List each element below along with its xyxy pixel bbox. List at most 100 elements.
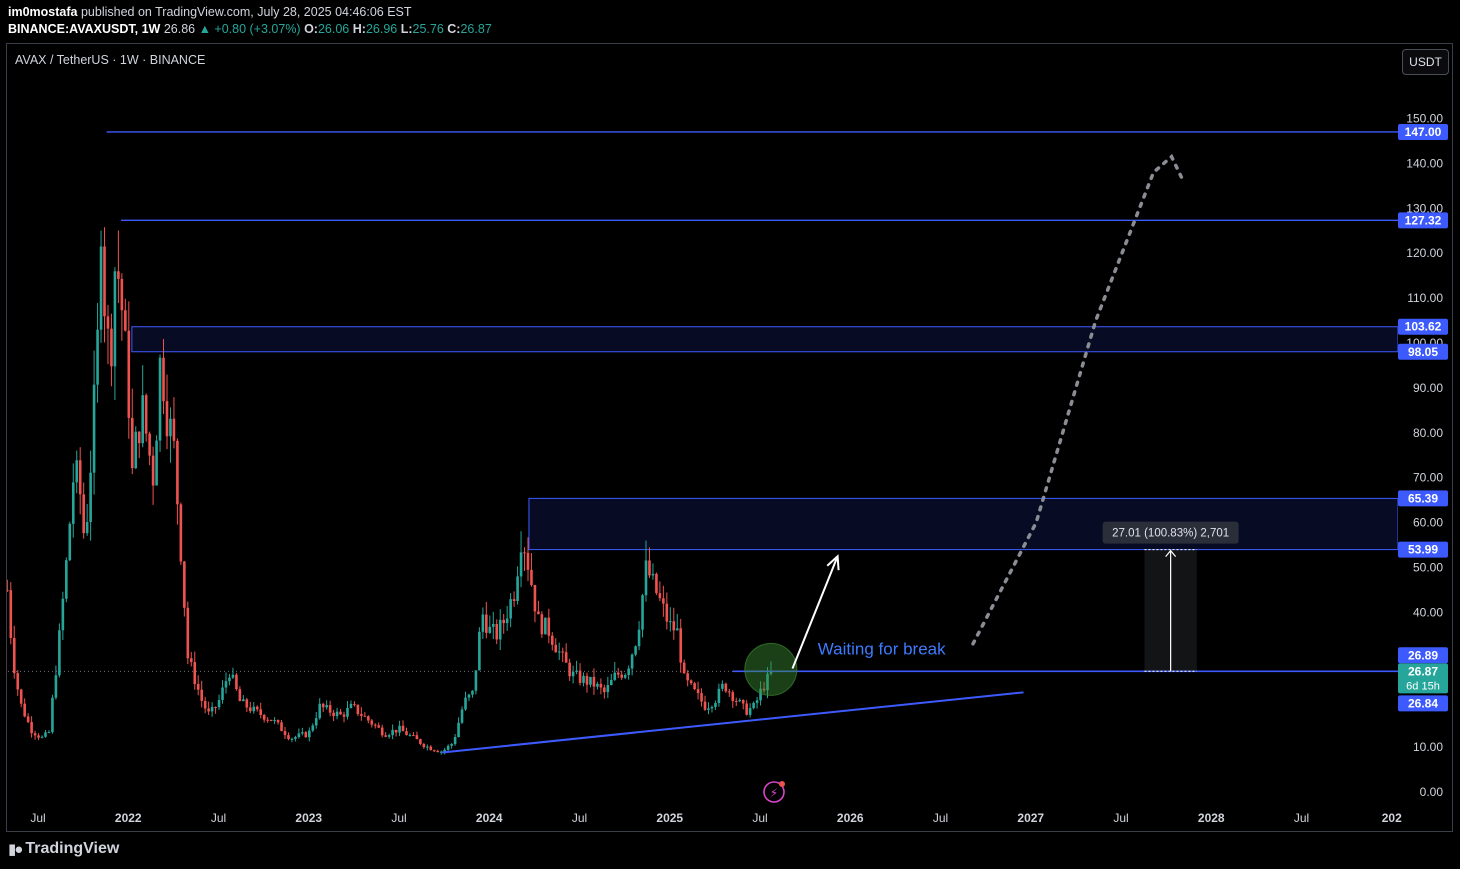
y-tick-label: 50.00 bbox=[1413, 561, 1443, 575]
candle-body bbox=[262, 714, 266, 720]
candle-body bbox=[530, 569, 533, 586]
candle-body bbox=[505, 618, 509, 624]
candle-body bbox=[606, 685, 610, 693]
candle-body bbox=[328, 705, 332, 713]
candle-body bbox=[325, 705, 328, 708]
candle-body bbox=[721, 683, 724, 689]
published-text: published on TradingView.com, July 28, 2… bbox=[80, 5, 412, 19]
candle-body bbox=[314, 718, 318, 726]
candle-body bbox=[120, 278, 124, 311]
candle-body bbox=[99, 246, 103, 330]
y-tick-label: 140.00 bbox=[1406, 156, 1443, 170]
candle-body bbox=[672, 621, 676, 631]
candle-body bbox=[294, 736, 297, 739]
candle-body bbox=[419, 739, 422, 744]
candle-body bbox=[429, 746, 433, 751]
candle-body bbox=[363, 715, 367, 717]
alert-icon-ring bbox=[763, 781, 785, 803]
candle-body bbox=[12, 638, 16, 674]
candle-body bbox=[689, 680, 693, 684]
candle-body bbox=[16, 673, 20, 690]
candle-body bbox=[766, 673, 769, 691]
candle-body bbox=[235, 674, 238, 690]
candles bbox=[7, 227, 773, 755]
candle-body bbox=[658, 593, 662, 599]
candle-body bbox=[752, 702, 755, 709]
candle-body bbox=[616, 672, 620, 675]
currency-button[interactable]: USDT bbox=[1402, 49, 1449, 75]
candle-body bbox=[627, 668, 630, 676]
y-tick-label: 70.00 bbox=[1413, 471, 1443, 485]
candle-body bbox=[516, 576, 519, 602]
alert-icon: ⚡ bbox=[763, 781, 785, 803]
x-tick-label: Jul bbox=[1113, 811, 1128, 825]
price-label-zone-bottom-0-bg bbox=[1398, 343, 1448, 360]
candle-body bbox=[391, 729, 394, 736]
price-label-zone-top-1-text: 65.39 bbox=[1408, 491, 1438, 505]
candle-body bbox=[405, 731, 408, 736]
candle-body bbox=[686, 673, 689, 681]
candle-body bbox=[276, 720, 280, 723]
low-value: 25.76 bbox=[412, 22, 444, 36]
candle-body bbox=[360, 714, 363, 716]
author-name[interactable]: im0mostafa bbox=[8, 5, 78, 19]
candle-body bbox=[308, 730, 311, 738]
x-tick-label: 2025 bbox=[656, 811, 683, 825]
candle-body bbox=[9, 590, 13, 639]
candle-body bbox=[269, 719, 273, 721]
candle-body bbox=[450, 744, 453, 746]
candle-body bbox=[252, 706, 256, 712]
alert-icon-dot bbox=[779, 781, 785, 787]
candle-body bbox=[54, 675, 58, 698]
candle-body bbox=[485, 614, 488, 633]
chart-frame[interactable] bbox=[6, 43, 1453, 832]
candle-body bbox=[495, 623, 499, 640]
candle-body bbox=[155, 440, 158, 486]
price-label-zone-bottom-0-text: 98.05 bbox=[1408, 345, 1438, 359]
candle-body bbox=[158, 357, 162, 441]
candle-body bbox=[748, 708, 752, 715]
candle-body bbox=[141, 395, 144, 444]
candle-body bbox=[92, 384, 96, 473]
y-tick-label: 90.00 bbox=[1413, 381, 1443, 395]
candle-body bbox=[769, 671, 773, 674]
candle-body bbox=[714, 702, 717, 708]
price-label-countdown: 6d 15h bbox=[1406, 680, 1440, 692]
candle-body bbox=[457, 722, 460, 738]
price-label-current-bg bbox=[1398, 663, 1448, 694]
price-label-current: 26.87 6d 15h bbox=[1398, 663, 1448, 694]
candle-body bbox=[710, 707, 714, 709]
price-label-zone-bottom-1-bg bbox=[1398, 541, 1448, 558]
tradingview-brand[interactable]: ▮● TradingView bbox=[8, 840, 119, 858]
y-tick-label: 80.00 bbox=[1413, 426, 1443, 440]
y-tick-label: 120.00 bbox=[1406, 246, 1443, 260]
candle-body bbox=[540, 614, 544, 635]
candle-body bbox=[578, 670, 582, 683]
candle-body bbox=[40, 736, 44, 738]
candle-body bbox=[30, 722, 33, 734]
x-tick-label: Jul bbox=[752, 811, 767, 825]
candle-body bbox=[491, 623, 495, 627]
candle-body bbox=[669, 621, 672, 623]
candle-body bbox=[700, 693, 703, 702]
candle-body bbox=[7, 589, 9, 591]
price-label-low-text: 26.84 bbox=[1408, 696, 1438, 710]
y-tick-label: 0.00 bbox=[1420, 785, 1444, 799]
candle-body bbox=[380, 727, 384, 736]
price-change: ▲ +0.80 (+3.07%) bbox=[198, 22, 301, 36]
price-label-zone-top-0-text: 103.62 bbox=[1405, 320, 1442, 334]
candle-body bbox=[217, 699, 221, 708]
candle-body bbox=[547, 617, 551, 636]
price-label-breakout-bg bbox=[1398, 647, 1448, 664]
candle-body bbox=[707, 708, 710, 710]
candle-body bbox=[478, 631, 481, 671]
candle-body bbox=[137, 431, 141, 444]
candle-body bbox=[183, 561, 186, 608]
candle-body bbox=[731, 692, 735, 702]
candle-body bbox=[287, 735, 290, 740]
breakout-arrow bbox=[791, 555, 839, 669]
candle-body bbox=[85, 522, 89, 534]
candle-body bbox=[589, 676, 592, 685]
candle-body bbox=[596, 683, 599, 687]
